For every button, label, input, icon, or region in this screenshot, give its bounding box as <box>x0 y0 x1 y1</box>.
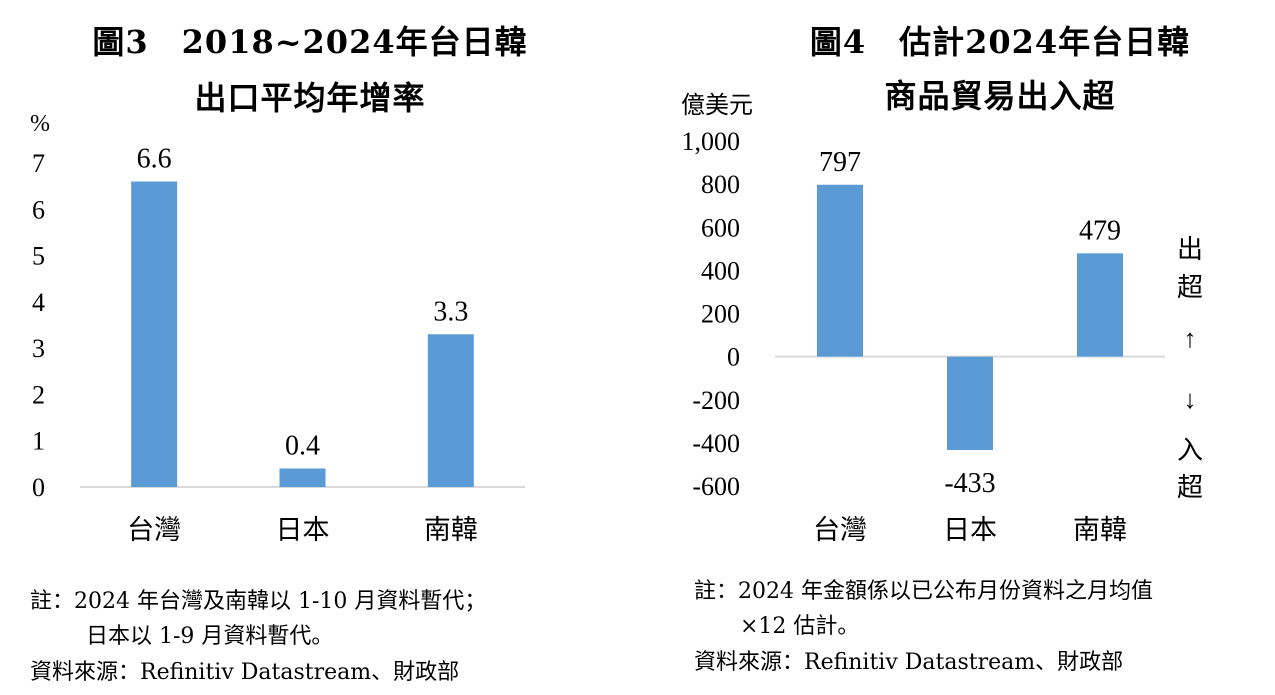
chart2-data-label: 479 <box>1079 215 1121 246</box>
chart2-note-line2: ×12 估計。 <box>740 614 860 639</box>
chart2-unit-label: 億美元 <box>681 92 753 119</box>
chart2-deficit-label-char: 超 <box>1177 473 1203 502</box>
chart2-y-tick-label: -600 <box>692 472 740 501</box>
chart2-title-line1: 圖4 估計2024年台日韓 <box>809 23 1191 61</box>
chart2-surplus-label-char: 出 <box>1177 235 1203 264</box>
chart1-category-label: 日本 <box>276 515 330 545</box>
chart1-y-tick-label: 3 <box>32 334 45 363</box>
chart2-y-tick-label: 600 <box>701 213 740 242</box>
chart1-data-label: 3.3 <box>433 296 468 327</box>
chart1-y-tick-label: 6 <box>32 195 45 224</box>
chart2-source: 資料來源：Refinitiv Datastream、財政部 <box>694 650 1124 675</box>
chart1-unit-label: % <box>30 111 50 137</box>
chart2-plot: -600 -400 -200 0 200 400 600 800 1,000 億美元 797 台灣 -4… <box>681 92 1203 545</box>
chart2-up-arrow: ↑ <box>1184 324 1197 353</box>
chart1-y-tick-label: 2 <box>32 380 45 409</box>
chart1-y-tick-label: 0 <box>32 473 45 502</box>
chart2-data-label: -433 <box>944 468 995 499</box>
chart1-source: 資料來源：Refinitiv Datastream、財政部 <box>30 660 460 685</box>
chart1-plot: 0 1 2 3 4 5 6 7% 6.6 台灣 0.4 日本 3.3 南韓 <box>30 111 525 545</box>
chart1-category-label: 台灣 <box>127 515 181 545</box>
chart2-y-tick-label: 800 <box>701 170 740 199</box>
chart2-y-tick-label: 1,000 <box>682 127 741 156</box>
chart2-bar <box>947 356 993 450</box>
chart2-category-label: 南韓 <box>1073 515 1127 545</box>
chart1-bar <box>279 468 326 487</box>
chart1-y-tick-label: 4 <box>32 288 45 317</box>
chart2-y-tick-label: 400 <box>701 256 740 285</box>
chart2-category-label: 日本 <box>943 515 997 545</box>
chart2-data-label: 797 <box>819 147 861 178</box>
chart1-category-label: 南韓 <box>424 515 478 545</box>
chart2-note-line1: 註：2024 年金額係以已公布月份資料之月均值 <box>694 579 1153 604</box>
chart2-surplus-label-char: 超 <box>1177 273 1203 302</box>
chart2-y-tick-label: -400 <box>692 429 740 458</box>
chart2-down-arrow: ↓ <box>1184 385 1197 414</box>
chart2-y-tick-label: 0 <box>727 343 740 372</box>
chart1-note-line2: 日本以 1-9 月資料暫代。 <box>86 624 334 649</box>
chart1-data-label: 0.4 <box>285 430 320 461</box>
chart1-y-tick-label: 1 <box>32 427 45 456</box>
chart1-bar <box>131 181 178 487</box>
chart1-note-line1: 註：2024 年台灣及南韓以 1-10 月資料暫代； <box>30 589 487 614</box>
chart2-bar <box>1077 253 1123 357</box>
chart1-y-tick-label: 5 <box>32 242 45 271</box>
chart2-y-tick-label: -200 <box>692 386 740 415</box>
chart1-y-tick-label: 7 <box>32 149 45 178</box>
chart2-bar <box>817 184 863 357</box>
chart1-bar <box>427 334 474 487</box>
chart2-y-tick-label: 200 <box>701 300 740 329</box>
chart1-data-label: 6.6 <box>137 144 172 175</box>
chart2-category-label: 台灣 <box>813 515 867 545</box>
chart2-deficit-label-char: 入 <box>1177 436 1203 465</box>
chart1-title-line1: 圖3 2018~2024年台日韓 <box>92 23 528 61</box>
chart2-title-line2: 商品貿易出入超 <box>884 77 1116 115</box>
chart1-title-line2: 出口平均年增率 <box>194 79 426 117</box>
